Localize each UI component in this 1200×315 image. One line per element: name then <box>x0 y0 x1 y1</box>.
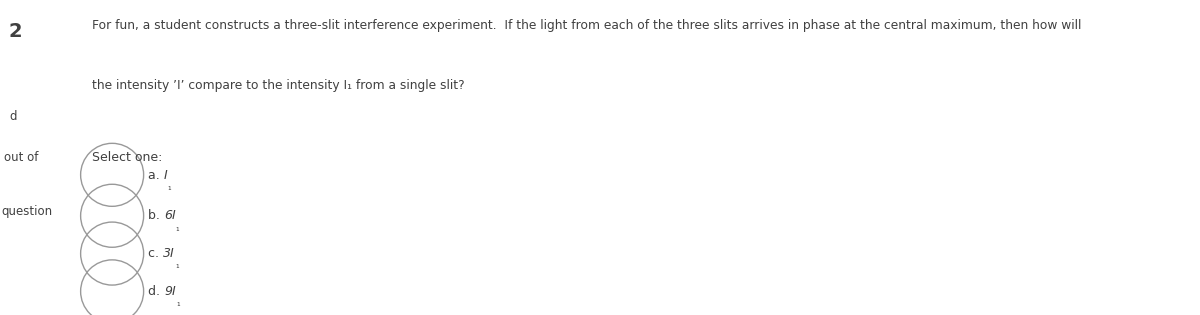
Text: For fun, a student constructs a three-slit interference experiment.  If the ligh: For fun, a student constructs a three-sl… <box>92 19 1081 32</box>
Text: ₁: ₁ <box>175 224 179 233</box>
Text: d.: d. <box>148 285 164 298</box>
Text: ₁: ₁ <box>176 299 180 308</box>
Text: I: I <box>164 169 168 181</box>
Text: Select one:: Select one: <box>92 151 162 164</box>
Text: 9I: 9I <box>164 285 176 298</box>
Text: 2: 2 <box>10 22 23 41</box>
Text: ₁: ₁ <box>168 183 172 192</box>
Text: c.: c. <box>148 247 163 260</box>
Text: out of: out of <box>4 151 38 164</box>
Text: 6I: 6I <box>164 209 175 222</box>
Text: d: d <box>10 110 17 123</box>
Text: a.: a. <box>148 169 164 181</box>
Text: b.: b. <box>148 209 164 222</box>
Text: 3I: 3I <box>163 247 175 260</box>
Text: the intensity ’I’ compare to the intensity I₁ from a single slit?: the intensity ’I’ compare to the intensi… <box>92 79 464 92</box>
Text: ₁: ₁ <box>175 261 179 271</box>
Text: question: question <box>1 205 53 218</box>
